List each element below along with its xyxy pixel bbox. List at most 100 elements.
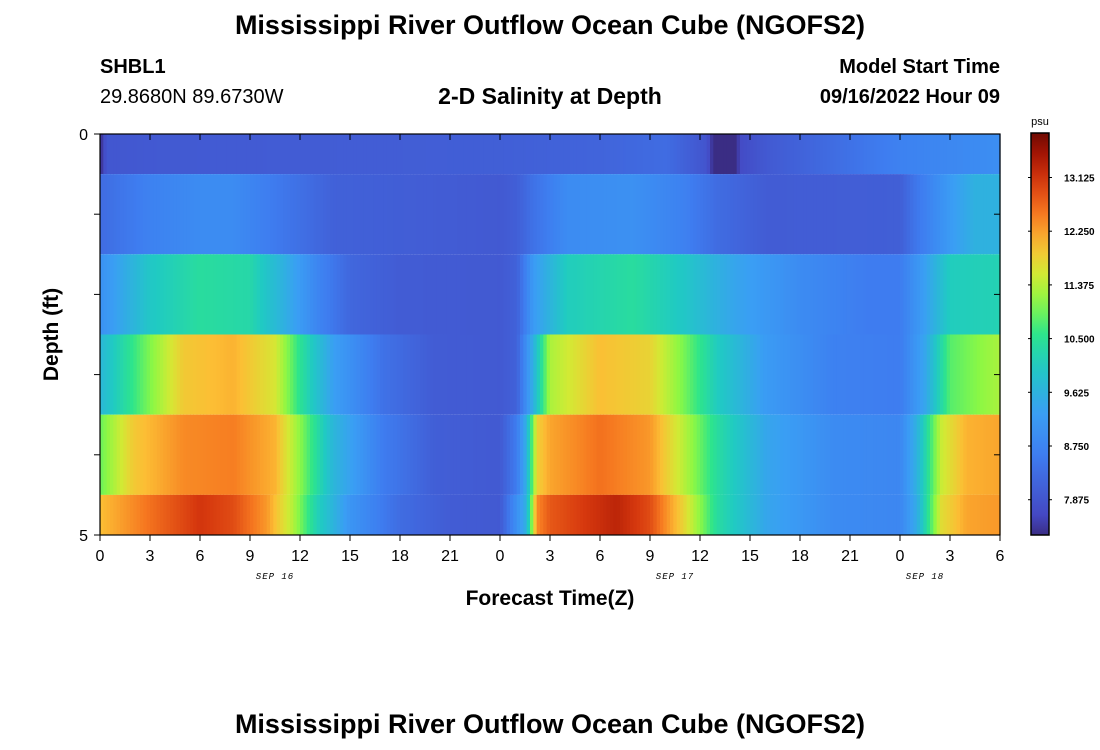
heatmap-cell	[400, 334, 404, 415]
heatmap-cell	[596, 174, 601, 255]
heatmap-cell	[540, 414, 544, 495]
heatmap-cell	[866, 134, 871, 175]
x-tick-label: 0	[896, 548, 905, 565]
heatmap-cell	[286, 134, 291, 175]
heatmap-cell	[226, 414, 231, 495]
heatmap-cell	[753, 134, 758, 175]
heatmap-cell	[910, 334, 914, 415]
heatmap-cell	[940, 254, 944, 335]
heatmap-cell	[640, 494, 644, 535]
heatmap-cell	[713, 494, 718, 535]
heatmap-cell	[440, 174, 444, 255]
heatmap-cell	[353, 134, 358, 175]
heatmap-cell	[663, 174, 668, 255]
heatmap-cell	[916, 174, 921, 255]
heatmap-cell	[266, 414, 271, 495]
heatmap-cell	[763, 334, 768, 415]
heatmap-cell	[316, 134, 321, 175]
heatmap-cell	[566, 494, 571, 535]
heatmap-cell	[783, 174, 788, 255]
heatmap-cell	[700, 494, 704, 535]
heatmap-cell	[583, 254, 588, 335]
heatmap-cell	[326, 414, 331, 495]
heatmap-cell	[380, 134, 384, 175]
heatmap-cell	[250, 134, 254, 175]
heatmap-cell	[990, 174, 994, 255]
footer-title: Mississippi River Outflow Ocean Cube (NG…	[234, 709, 866, 739]
heatmap-cell	[173, 134, 178, 175]
heatmap-cell	[846, 334, 851, 415]
heatmap-cell	[473, 414, 478, 495]
heatmap-cell	[853, 334, 858, 415]
heatmap-cell	[500, 134, 504, 175]
heatmap-cell	[486, 134, 491, 175]
heatmap-cell	[473, 174, 478, 255]
heatmap-cell	[866, 414, 871, 495]
heatmap-cell	[333, 174, 338, 255]
heatmap-cell	[520, 254, 524, 335]
heatmap-cell	[856, 254, 861, 335]
heatmap-cell	[343, 414, 348, 495]
heatmap-cell	[190, 414, 194, 495]
heatmap-cell	[360, 254, 364, 335]
heatmap-cell	[770, 494, 774, 535]
heatmap-cell	[783, 254, 788, 335]
heatmap-cell	[323, 414, 328, 495]
heatmap-cell	[783, 414, 788, 495]
heatmap-cell	[910, 174, 914, 255]
heatmap-cell	[810, 494, 814, 535]
heatmap-cell	[210, 414, 214, 495]
heatmap-cell	[566, 414, 571, 495]
heatmap-cell	[906, 174, 911, 255]
heatmap-cell	[573, 334, 578, 415]
heatmap-cell	[806, 254, 811, 335]
heatmap-cell	[426, 174, 431, 255]
heatmap-cell	[210, 174, 214, 255]
heatmap-cell	[673, 414, 678, 495]
heatmap-cell	[120, 254, 124, 335]
heatmap-cell	[453, 334, 458, 415]
heatmap-cell	[653, 134, 658, 175]
heatmap-cell	[630, 334, 634, 415]
heatmap-cell	[253, 414, 258, 495]
heatmap-cell	[680, 494, 684, 535]
heatmap-cell	[270, 254, 274, 335]
heatmap-cell	[506, 254, 511, 335]
heatmap-cell	[986, 334, 991, 415]
heatmap-cell	[813, 174, 818, 255]
heatmap-cell	[566, 134, 571, 175]
heatmap-cell	[203, 414, 208, 495]
heatmap-cell	[473, 134, 478, 175]
heatmap-cell	[443, 414, 448, 495]
heatmap-cell	[476, 414, 481, 495]
heatmap-cell	[496, 254, 501, 335]
heatmap-cell	[826, 494, 831, 535]
heatmap-cell	[816, 134, 821, 175]
heatmap-cell	[266, 334, 271, 415]
heatmap-cell	[226, 174, 231, 255]
heatmap-cell	[343, 174, 348, 255]
heatmap-cell	[320, 254, 324, 335]
heatmap-cell	[516, 494, 521, 535]
heatmap-cell	[526, 334, 531, 415]
heatmap-cell	[290, 134, 294, 175]
heatmap-cell	[690, 254, 694, 335]
heatmap-cell	[156, 334, 161, 415]
heatmap-cell	[406, 134, 411, 175]
heatmap-cell	[723, 134, 728, 175]
heatmap-cell	[693, 414, 698, 495]
heatmap-cell	[120, 414, 124, 495]
heatmap-cell	[560, 494, 564, 535]
heatmap-cell	[426, 414, 431, 495]
heatmap-cell	[396, 254, 401, 335]
heatmap-cell	[280, 414, 284, 495]
heatmap-cell	[186, 134, 191, 175]
heatmap-cell	[820, 134, 824, 175]
heatmap-cell	[226, 494, 231, 535]
heatmap-cell	[250, 494, 254, 535]
heatmap-cell	[880, 254, 884, 335]
heatmap-cell	[820, 174, 824, 255]
heatmap-cell	[700, 134, 704, 175]
heatmap-cell	[506, 334, 511, 415]
heatmap-cell	[766, 494, 771, 535]
